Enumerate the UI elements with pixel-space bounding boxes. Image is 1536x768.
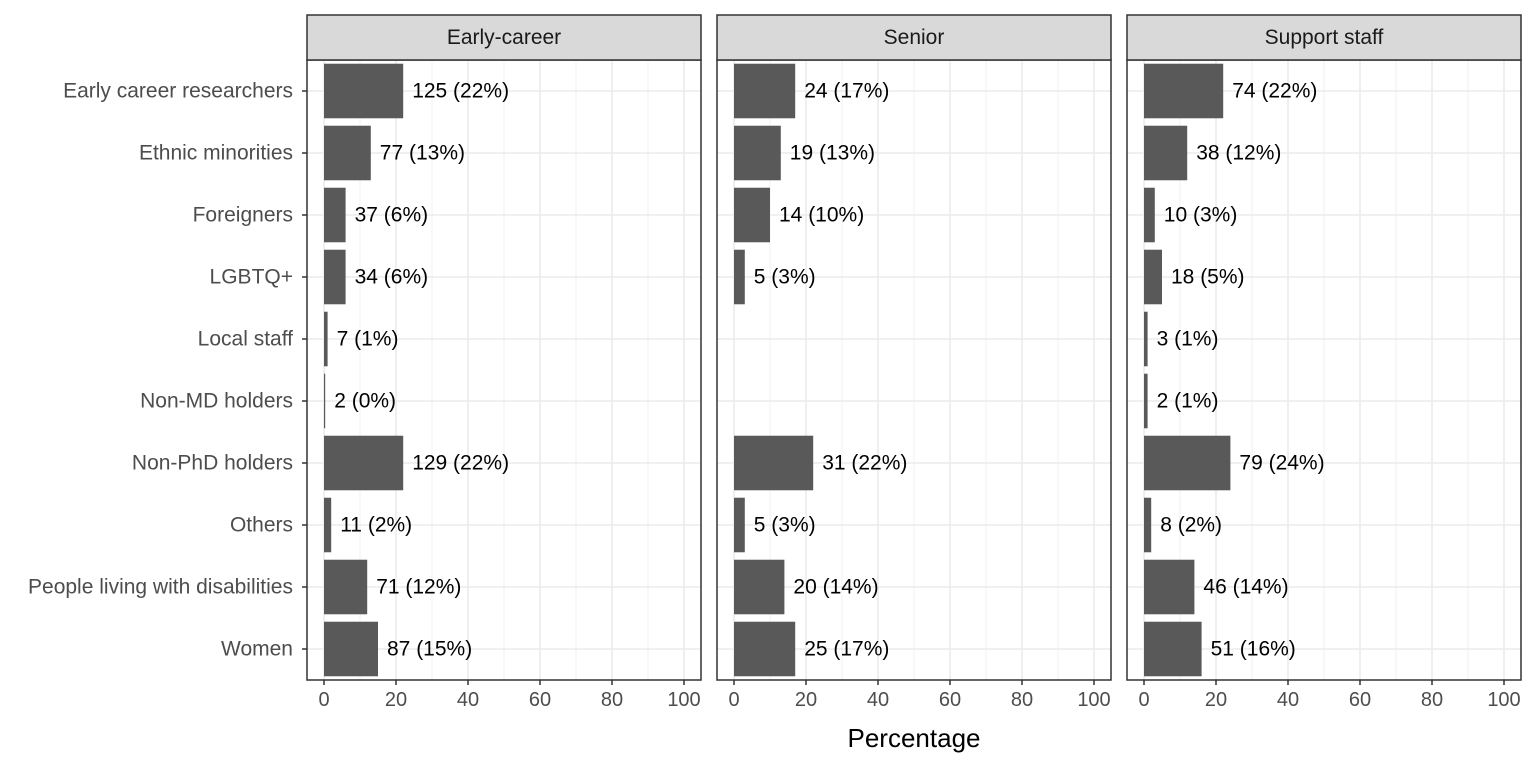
data-label: 3 (1%) <box>1157 328 1219 351</box>
bar <box>324 497 332 553</box>
category-label: People living with disabilities <box>28 576 293 599</box>
x-tick-label: 80 <box>1421 689 1443 711</box>
x-tick-label: 60 <box>529 689 551 711</box>
bar <box>1144 125 1188 181</box>
data-label: 5 (3%) <box>754 514 816 537</box>
bar <box>324 187 346 243</box>
bar <box>734 497 745 553</box>
category-label: Non-MD holders <box>140 390 293 413</box>
data-label: 20 (14%) <box>793 576 878 599</box>
category-label: Foreigners <box>193 204 293 227</box>
x-tick-label: 20 <box>385 689 407 711</box>
bar <box>734 621 796 677</box>
data-label: 37 (6%) <box>355 204 429 227</box>
x-tick-label: 0 <box>318 689 329 711</box>
data-label: 10 (3%) <box>1164 204 1238 227</box>
data-label: 31 (22%) <box>822 452 907 475</box>
bar <box>1144 63 1224 119</box>
data-label: 77 (13%) <box>380 142 465 165</box>
bar <box>324 373 326 429</box>
data-label: 38 (12%) <box>1196 142 1281 165</box>
data-label: 25 (17%) <box>804 638 889 661</box>
bar <box>1144 621 1202 677</box>
data-label: 5 (3%) <box>754 266 816 289</box>
category-label: Ethnic minorities <box>139 142 293 165</box>
bar <box>1144 373 1148 429</box>
data-label: 125 (22%) <box>412 80 509 103</box>
bar <box>1144 249 1162 305</box>
x-tick-label: 40 <box>1277 689 1299 711</box>
bar <box>1144 559 1195 615</box>
bar <box>734 435 814 491</box>
category-label: Early career researchers <box>63 80 293 103</box>
category-label: LGBTQ+ <box>210 266 293 289</box>
category-label: Women <box>221 638 293 661</box>
x-tick-label: 60 <box>939 689 961 711</box>
bar <box>1144 435 1231 491</box>
bar <box>1144 187 1155 243</box>
data-label: 19 (13%) <box>790 142 875 165</box>
bar <box>324 621 378 677</box>
x-tick-label: 40 <box>457 689 479 711</box>
strip-header <box>716 14 1112 61</box>
category-label: Non-PhD holders <box>132 452 293 475</box>
bar <box>324 435 404 491</box>
panel-0: 125 (22%) 77 (13%) 37 (6%) 34 (6%) 7 (1%) 2 (… <box>306 14 702 711</box>
strip-header <box>306 14 702 61</box>
x-tick-label: 40 <box>867 689 889 711</box>
bar <box>1144 311 1148 367</box>
data-label: 2 (0%) <box>334 390 396 413</box>
x-tick-label: 100 <box>1487 689 1520 711</box>
category-label: Local staff <box>198 328 294 351</box>
bar <box>324 125 371 181</box>
x-tick-label: 0 <box>728 689 739 711</box>
data-label: 8 (2%) <box>1160 514 1222 537</box>
x-tick-label: 20 <box>795 689 817 711</box>
bar <box>1144 497 1152 553</box>
data-label: 34 (6%) <box>355 266 429 289</box>
data-label: 18 (5%) <box>1171 266 1245 289</box>
bar <box>324 249 346 305</box>
x-tick-label: 100 <box>1077 689 1110 711</box>
data-label: 79 (24%) <box>1239 452 1324 475</box>
x-tick-label: 0 <box>1138 689 1149 711</box>
x-axis-title: Percentage <box>848 723 981 753</box>
data-label: 87 (15%) <box>387 638 472 661</box>
bar <box>324 311 328 367</box>
x-tick-label: 80 <box>601 689 623 711</box>
strip-title: Early-career <box>447 26 561 49</box>
bar <box>734 63 796 119</box>
data-label: 2 (1%) <box>1157 390 1219 413</box>
strip-header <box>1126 14 1522 61</box>
bar <box>324 63 404 119</box>
bar <box>734 559 785 615</box>
data-label: 11 (2%) <box>340 514 412 537</box>
x-tick-label: 60 <box>1349 689 1371 711</box>
data-label: 129 (22%) <box>412 452 509 475</box>
bar <box>734 249 745 305</box>
panel-2: 74 (22%) 38 (12%) 10 (3%) 18 (5%) 3 (1%) 2 (1… <box>1126 14 1522 711</box>
panel-1: 24 (17%) 19 (13%) 14 (10%) 5 (3%) 31 (22%) 5 … <box>716 14 1112 711</box>
x-tick-label: 20 <box>1205 689 1227 711</box>
x-tick-label: 80 <box>1011 689 1033 711</box>
data-label: 51 (16%) <box>1211 638 1296 661</box>
data-label: 14 (10%) <box>779 204 864 227</box>
data-label: 71 (12%) <box>376 576 461 599</box>
category-label: Others <box>230 514 293 537</box>
data-label: 74 (22%) <box>1232 80 1317 103</box>
data-label: 7 (1%) <box>337 328 399 351</box>
x-tick-label: 100 <box>667 689 700 711</box>
data-label: 46 (14%) <box>1203 576 1288 599</box>
strip-title: Support staff <box>1265 26 1384 49</box>
bar <box>734 125 781 181</box>
bar <box>734 187 770 243</box>
data-label: 24 (17%) <box>804 80 889 103</box>
strip-title: Senior <box>884 26 945 49</box>
bar <box>324 559 368 615</box>
